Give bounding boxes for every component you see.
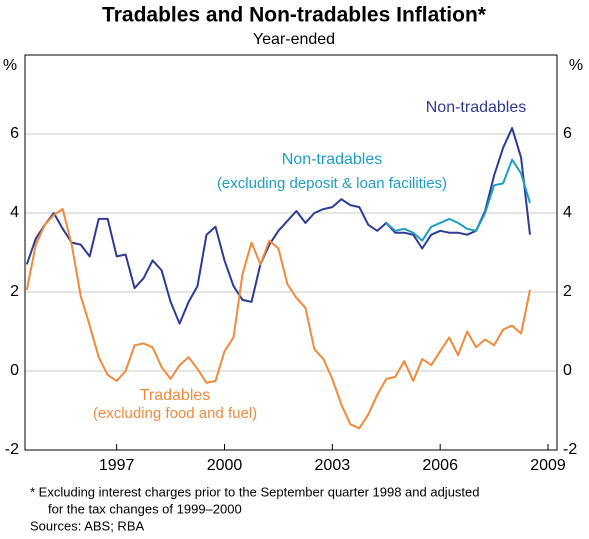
x-tick-label: 2000 <box>207 457 243 474</box>
sources: Sources: ABS; RBA <box>30 518 144 533</box>
y2-axis-label: % <box>569 57 583 74</box>
x-tick-label: 2003 <box>315 457 351 474</box>
y-tick-label: 0 <box>10 362 19 379</box>
y-axis-label: % <box>3 57 17 74</box>
x-tick-label: 2009 <box>530 457 566 474</box>
series-line <box>25 208 531 430</box>
series-line <box>25 127 531 325</box>
y2-tick-label: -2 <box>563 441 577 458</box>
series-annotation: (excluding food and fuel) <box>93 405 257 422</box>
y2-tick-label: 6 <box>563 125 572 142</box>
footnote: for the tax changes of 1999–2000 <box>48 501 242 516</box>
series-line <box>385 158 531 242</box>
series-annotation: (excluding deposit & loan facilities) <box>217 175 447 192</box>
y2-tick-label: 4 <box>563 204 572 221</box>
footnote: * Excluding interest charges prior to th… <box>30 484 480 499</box>
chart-title: Tradables and Non-tradables Inflation* <box>102 4 487 27</box>
series-annotation: Non-tradables <box>282 151 383 168</box>
series-annotation: Tradables <box>140 387 211 404</box>
chart-subtitle: Year-ended <box>253 31 335 48</box>
x-tick-label: 2006 <box>422 457 458 474</box>
y-tick-label: 4 <box>10 204 19 221</box>
y-tick-label: 6 <box>10 125 19 142</box>
y2-tick-label: 0 <box>563 362 572 379</box>
y2-tick-label: 2 <box>563 283 572 300</box>
plot-frame <box>24 54 558 451</box>
y-tick-label: 2 <box>10 283 19 300</box>
x-tick-label: 1997 <box>99 457 135 474</box>
series-annotation: Non-tradables <box>426 99 527 116</box>
y-tick-label: -2 <box>5 441 19 458</box>
